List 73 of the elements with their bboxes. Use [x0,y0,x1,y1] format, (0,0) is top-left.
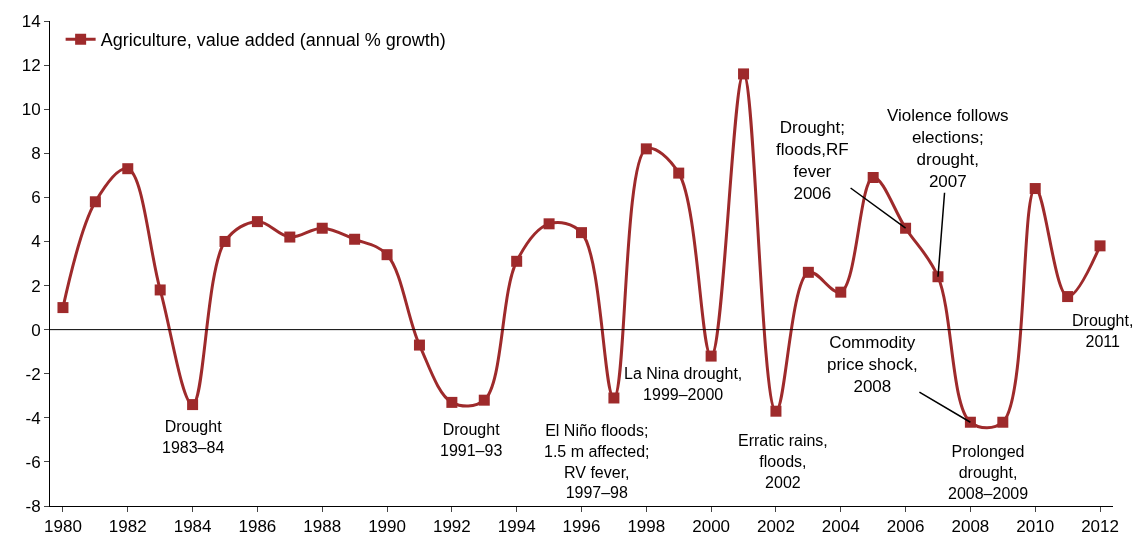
x-tick-label: 1980 [44,517,82,537]
point [187,399,199,411]
x-tick-label: 1988 [303,517,342,537]
point [349,233,361,245]
point [705,350,717,362]
point [154,284,166,296]
x-tick-label: 1982 [108,517,147,537]
x-tick-label: 1984 [173,517,212,537]
point [802,266,814,278]
point [932,271,944,283]
point [57,302,69,314]
x-tick-label: 1990 [368,517,406,537]
point [543,218,555,230]
point [640,143,652,155]
y-tick-label: 10 [21,100,41,120]
x-tick-label: 2006 [886,517,925,537]
x-tick-label: 1998 [627,517,666,537]
y-tick-label: 0 [31,320,41,340]
annotation: La Nina drought, 1999–2000 [624,365,743,403]
x-tick-label: 2012 [1081,517,1119,537]
point [89,196,101,208]
x-tick-label: 2000 [692,517,731,537]
point [122,163,134,175]
y-tick-label: 6 [31,188,41,208]
point [1029,183,1041,195]
legend-label: Agriculture, value added (annual % growth) [100,30,446,51]
point [900,222,912,234]
annotation: Drought 1983–84 [162,418,225,456]
annotation: Drought 1991–93 [440,421,503,459]
annotation: Commodity price shock, 2008 [827,333,918,397]
y-tick-label: -4 [25,408,41,428]
point [835,286,847,298]
point [511,255,523,267]
point [413,339,425,351]
y-tick-label: 4 [31,232,41,252]
annotation: El Niño floods; 1.5 m affected; RV fever, 1997–98 [544,422,650,502]
x-tick-label: 1994 [497,517,536,537]
annotation: Prolonged drought, 2008–2009 [948,443,1029,502]
point [997,416,1009,428]
point [1062,291,1074,303]
point [478,394,490,406]
y-tick-label: 8 [31,144,41,164]
point [251,216,263,228]
annotation: Violence follows elections; drought, 2007 [887,106,1009,192]
point [446,396,458,408]
point [1094,240,1106,252]
point [284,231,296,243]
point [608,392,620,404]
point [738,68,750,80]
point [673,167,685,179]
annotation: Drought, 2011 [1072,312,1134,350]
y-tick-label: -8 [25,496,41,516]
point [964,416,976,428]
x-tick-label: 1986 [238,517,277,537]
point [381,249,393,261]
point [770,405,782,417]
y-tick-label: 2 [31,276,41,296]
annotation: Drought; floods,RF fever 2006 [776,118,849,204]
x-tick-label: 2002 [757,517,795,537]
x-tick-label: 2008 [951,517,990,537]
point [867,172,879,184]
y-tick-label: 12 [21,56,41,76]
x-tick-label: 1996 [562,517,601,537]
point [316,222,328,234]
x-tick-label: 2004 [821,517,860,537]
y-tick-label: 14 [21,11,41,31]
point [576,227,587,239]
annotation: Erratic rains, floods, 2002 [738,432,828,491]
x-tick-label: 2010 [1016,517,1055,537]
y-tick-label: -2 [25,364,41,384]
point [219,235,231,247]
y-tick-label: -6 [25,452,41,472]
x-tick-label: 1992 [432,517,471,537]
